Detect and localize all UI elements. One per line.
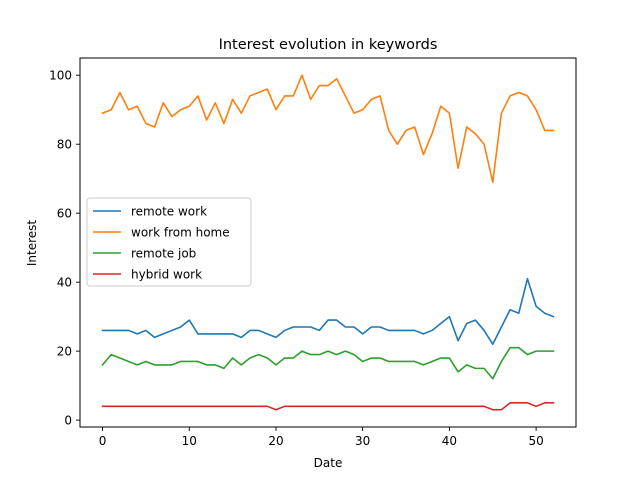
chart-title: Interest evolution in keywords <box>219 37 438 53</box>
legend: remote work work from home remote job hybri… <box>86 197 252 287</box>
plot-area <box>101 74 555 411</box>
y-tick-label: 60 <box>57 207 72 221</box>
y-tick-label: 40 <box>57 276 72 290</box>
legend-label: remote work <box>131 205 207 219</box>
legend-box <box>86 197 252 287</box>
y-axis: 0 20 40 60 80 100 <box>49 69 80 428</box>
series-line-hybrid-work <box>101 402 555 411</box>
legend-label: remote job <box>131 247 196 261</box>
y-tick-label: 80 <box>57 138 72 152</box>
x-tick-label: 10 <box>182 434 197 448</box>
x-tick-label: 40 <box>442 434 457 448</box>
legend-label: hybrid work <box>131 268 202 282</box>
x-tick-label: 0 <box>99 434 107 448</box>
x-axis-label: Date <box>314 456 343 470</box>
axes-frame <box>79 57 577 428</box>
x-axis: 0 10 20 30 40 50 <box>99 427 544 448</box>
y-tick-label: 0 <box>64 414 72 428</box>
y-tick-label: 100 <box>49 69 72 83</box>
y-tick-label: 20 <box>57 345 72 359</box>
x-tick-label: 20 <box>268 434 283 448</box>
series-line-remote-work <box>101 277 555 346</box>
series-line-work-from-home <box>101 74 555 183</box>
y-axis-label: Interest <box>25 220 39 267</box>
series-line-remote-job <box>101 346 555 380</box>
x-tick-label: 50 <box>528 434 543 448</box>
x-tick-label: 30 <box>355 434 370 448</box>
legend-label: work from home <box>131 226 230 240</box>
